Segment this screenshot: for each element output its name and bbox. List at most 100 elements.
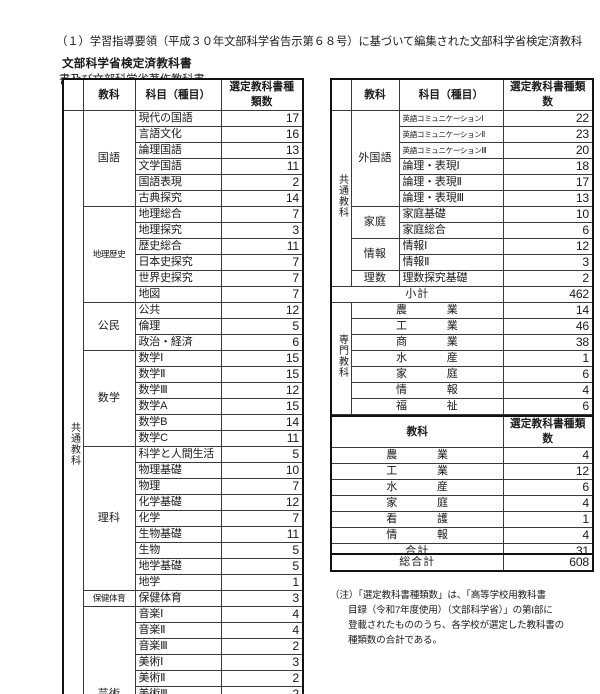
header-kyoka: 教科: [82, 78, 136, 111]
subject-count: 17: [502, 174, 594, 191]
subject-count: 7: [220, 286, 304, 303]
subject-count: 5: [220, 446, 304, 463]
footnote-line-2: 目録（令和7年度使用）（文部科学省）」の第I部に: [348, 605, 553, 616]
table-row: 家庭 4: [330, 495, 594, 512]
header-kamoku: 科目（種目）: [398, 78, 504, 111]
subject-count: 7: [220, 478, 304, 495]
table-row: 共通教科 外国語 英語コミュニケーションⅠ 22: [330, 110, 594, 287]
subject-count: 4: [220, 606, 304, 623]
section-label-specialized: 専門教科: [330, 302, 352, 415]
table-row: 農業 4: [330, 447, 594, 464]
subject-name: 数学Ⅰ: [134, 350, 222, 367]
table-row: 古典探究 14: [63, 190, 304, 207]
chosaku-count: 4: [502, 495, 594, 512]
table-row: 工業 12: [330, 463, 594, 480]
table-row: 共通教科 国語 現代の国語 17: [62, 110, 304, 694]
chosaku-subject-5-text: 情報: [386, 529, 449, 541]
specialized-subject-0-text: 農業: [396, 304, 458, 316]
subject-name: 生物: [134, 542, 222, 559]
subject-name: 日本史探究: [134, 254, 222, 271]
subject-count: 2: [220, 686, 304, 694]
subject-count: 2: [220, 670, 304, 687]
group-label-6: 芸術: [82, 606, 136, 694]
subject-count: 7: [220, 206, 304, 223]
table-kentei-common-left: 教科 科目（種目） 選定教科書種類数 共通教科 国語 現代の国語 17 言語文化 16 論理国語 1…: [62, 78, 304, 694]
subject-count: 20: [502, 142, 594, 159]
subject-name: 美術Ⅲ: [134, 686, 222, 694]
subtotal-label-common: 小計: [330, 286, 504, 303]
chosaku-count: 6: [502, 479, 594, 496]
table-row: 地理探究 3: [63, 222, 304, 239]
group-label-0: 外国語: [350, 110, 400, 207]
subject-name: 化学: [134, 510, 222, 527]
table-row: 情報 情報Ⅰ 12: [331, 238, 594, 271]
subject-count: 12: [220, 494, 304, 511]
subject-name: 理数探究基礎: [398, 270, 504, 287]
chosaku-subject-1: 工業: [330, 463, 504, 480]
table-grand-total: 総合計 608: [330, 553, 594, 572]
subject-name: 地理探究: [134, 222, 222, 239]
subject-name: 倫理: [134, 318, 222, 335]
group-label-1: 地理歴史: [82, 206, 136, 303]
table-row: 音楽Ⅱ 4: [63, 622, 304, 639]
table-row: 地学 1: [63, 574, 304, 591]
subject-name: 情報Ⅱ: [398, 254, 504, 271]
subject-count: 7: [220, 510, 304, 527]
subject-count: 1: [220, 574, 304, 591]
table-row: 数学C 11: [63, 430, 304, 447]
table-row: 家庭総合 6: [331, 222, 594, 239]
table-row: 美術Ⅲ 2: [63, 686, 304, 694]
subject-name: 保健体育: [134, 590, 222, 607]
subject-name: 数学Ⅲ: [134, 382, 222, 399]
group-label-3: 数学: [82, 350, 136, 447]
subject-name: 歴史総合: [134, 238, 222, 255]
table-row: 数学 数学Ⅰ 15: [63, 350, 304, 447]
subject-count: 11: [220, 158, 304, 175]
subject-count: 10: [220, 462, 304, 479]
subject-name: 地学基礎: [134, 558, 222, 575]
subject-name: 論理・表現Ⅱ: [398, 174, 504, 191]
subject-count: 18: [502, 158, 594, 175]
specialized-subject-5-text: 情報: [396, 384, 458, 396]
header-count: 選定教科書種類数: [502, 78, 594, 111]
table-row: 理科 科学と人間生活 5: [63, 446, 304, 591]
subject-count: 13: [502, 190, 594, 207]
section-label-common-text: 共通教科: [68, 422, 80, 466]
intro-line-1: （１）学習指導要領（平成３０年文部科学省告示第６８号）に基づいて編集された文部科…: [56, 36, 583, 48]
subject-name: 科学と人間生活: [134, 446, 222, 463]
subject-count: 11: [220, 238, 304, 255]
specialized-subject-4: 家庭: [350, 366, 504, 383]
subject-count: 7: [220, 254, 304, 271]
subject-count: 12: [502, 238, 594, 255]
chosaku-count: 4: [502, 527, 594, 544]
subject-name: 文学国語: [134, 158, 222, 175]
subject-count: 2: [220, 638, 304, 655]
subject-name: 英語コミュニケーションⅡ: [398, 126, 504, 143]
chosaku-subject-5: 情報: [330, 527, 504, 544]
subject-name: 家庭基礎: [398, 206, 504, 223]
subject-name: 言語文化: [134, 126, 222, 143]
table-row: 情報Ⅱ 3: [331, 254, 594, 271]
chosaku-subject-0-text: 農業: [386, 449, 449, 461]
table-row: 化学基礎 12: [63, 494, 304, 511]
table-row: 芸術 音楽Ⅰ 4: [63, 606, 304, 694]
specialized-count: 1: [502, 350, 594, 367]
table-row: 商業 38: [331, 334, 594, 351]
table-row: 論理・表現Ⅱ 17: [331, 174, 594, 191]
table-row: 数学Ⅱ 15: [63, 366, 304, 383]
chosaku-subject-1-text: 工業: [386, 465, 449, 477]
subject-name: 国語表現: [134, 174, 222, 191]
chosaku-count: 4: [502, 447, 594, 464]
subject-count: 6: [220, 334, 304, 351]
subject-name: 論理国語: [134, 142, 222, 159]
subject-count: 15: [220, 366, 304, 383]
section-label-common: 共通教科: [62, 110, 84, 694]
subject-count: 14: [220, 414, 304, 431]
subject-count: 22: [502, 110, 594, 127]
subtotal-row-common: 小計 462: [330, 286, 594, 303]
table-row: 水産 6: [330, 479, 594, 496]
table-row: 地理歴史 地理総合 7: [63, 206, 304, 303]
specialized-subject-1: 工業: [350, 318, 504, 335]
subject-name: 音楽Ⅱ: [134, 622, 222, 639]
